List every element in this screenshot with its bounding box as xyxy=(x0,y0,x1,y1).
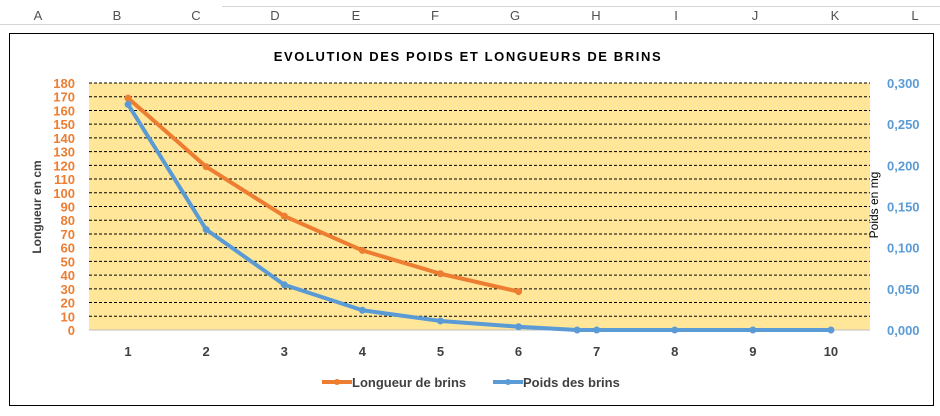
data-point-longueur xyxy=(202,163,210,171)
column-letter-j[interactable]: J xyxy=(751,8,759,23)
legend: Longueur de brins Poids des brins xyxy=(322,375,620,390)
y-right-tick-label: 0,200 xyxy=(887,158,920,173)
data-point-longueur xyxy=(280,212,288,220)
y-left-tick-label: 90 xyxy=(61,200,75,215)
data-point-longueur xyxy=(124,94,132,102)
data-point-longueur xyxy=(515,288,523,296)
data-point-poids xyxy=(749,326,757,334)
column-letter-k[interactable]: K xyxy=(830,8,840,23)
y-right-tick-label: 0,150 xyxy=(887,200,920,215)
y-left-tick-label: 20 xyxy=(61,296,75,311)
y-left-tick-label: 60 xyxy=(61,241,75,256)
x-tick-label: 9 xyxy=(749,344,756,359)
x-tick-label: 3 xyxy=(281,344,288,359)
y-left-tick-label: 120 xyxy=(53,158,75,173)
y-right-tick-label: 0,000 xyxy=(887,323,920,338)
data-point-longueur xyxy=(358,246,366,254)
x-tick-label: 7 xyxy=(593,344,600,359)
x-tick-label: 1 xyxy=(124,344,131,359)
x-tick-label: 4 xyxy=(359,344,367,359)
y-left-tick-label: 150 xyxy=(53,117,75,132)
y-right-tick-label: 0,050 xyxy=(887,282,920,297)
chart-title: EVOLUTION DES POIDS ET LONGUEURS DE BRIN… xyxy=(274,49,662,64)
column-letter-i[interactable]: I xyxy=(674,8,678,23)
x-tick-label: 8 xyxy=(671,344,678,359)
x-tick-label: 6 xyxy=(515,344,522,359)
y-left-tick-label: 110 xyxy=(54,172,75,187)
column-letter-h[interactable]: H xyxy=(591,8,601,23)
data-point-poids xyxy=(358,306,366,314)
column-letter-l[interactable]: L xyxy=(911,8,919,23)
y-right-tick-label: 0,100 xyxy=(887,241,920,256)
data-point-poids xyxy=(515,323,523,331)
column-letter-a[interactable]: A xyxy=(33,8,43,23)
x-tick-label: 2 xyxy=(203,344,210,359)
y-right-tick-label: 0,300 xyxy=(887,76,920,91)
y-left-tick-label: 160 xyxy=(53,103,75,118)
x-tick-label: 10 xyxy=(824,344,838,359)
y-left-tick-label: 100 xyxy=(53,186,75,201)
column-letter-g[interactable]: G xyxy=(509,8,521,23)
y-left-axis-title: Longueur en cm xyxy=(30,160,44,253)
series-line-longueur xyxy=(126,96,521,294)
y-left-tick-label: 170 xyxy=(53,90,75,105)
column-letter-f[interactable]: F xyxy=(431,8,439,23)
legend-label-poids: Poids des brins xyxy=(523,375,620,390)
data-point-poids xyxy=(593,326,601,334)
y-left-tick-label: 180 xyxy=(53,76,75,91)
data-point-poids xyxy=(671,326,679,334)
data-point-longueur xyxy=(436,270,444,278)
y-left-tick-label: 40 xyxy=(61,268,75,283)
data-point-poids xyxy=(202,226,210,234)
formula-bar-edge xyxy=(222,0,940,7)
y-left-tick-label: 140 xyxy=(53,131,75,146)
column-letter-b[interactable]: B xyxy=(112,8,122,23)
column-letter-d[interactable]: D xyxy=(270,8,280,23)
y-left-tick-label: 0 xyxy=(68,323,75,338)
legend-label-longueur: Longueur de brins xyxy=(352,375,466,390)
y-left-tick-label: 30 xyxy=(61,282,75,297)
x-tick-label: 5 xyxy=(437,344,444,359)
y-left-tick-label: 50 xyxy=(61,254,75,269)
data-point-poids xyxy=(573,326,581,334)
legend-marker-poids xyxy=(505,379,511,385)
y-right-axis-title: Poids en mg xyxy=(867,172,881,239)
column-letter-e[interactable]: E xyxy=(351,8,361,23)
data-point-poids xyxy=(827,326,835,334)
column-letter-c[interactable]: C xyxy=(191,8,201,23)
y-left-tick-label: 10 xyxy=(61,309,75,324)
data-point-poids xyxy=(280,281,288,289)
y-left-tick-label: 130 xyxy=(53,145,75,160)
y-left-tick-label: 70 xyxy=(61,227,75,242)
y-left-tick-label: 80 xyxy=(61,213,75,228)
data-point-poids xyxy=(436,317,444,325)
legend-marker-longueur xyxy=(334,379,340,385)
y-right-tick-label: 0,250 xyxy=(887,117,920,132)
data-point-poids xyxy=(124,100,132,108)
